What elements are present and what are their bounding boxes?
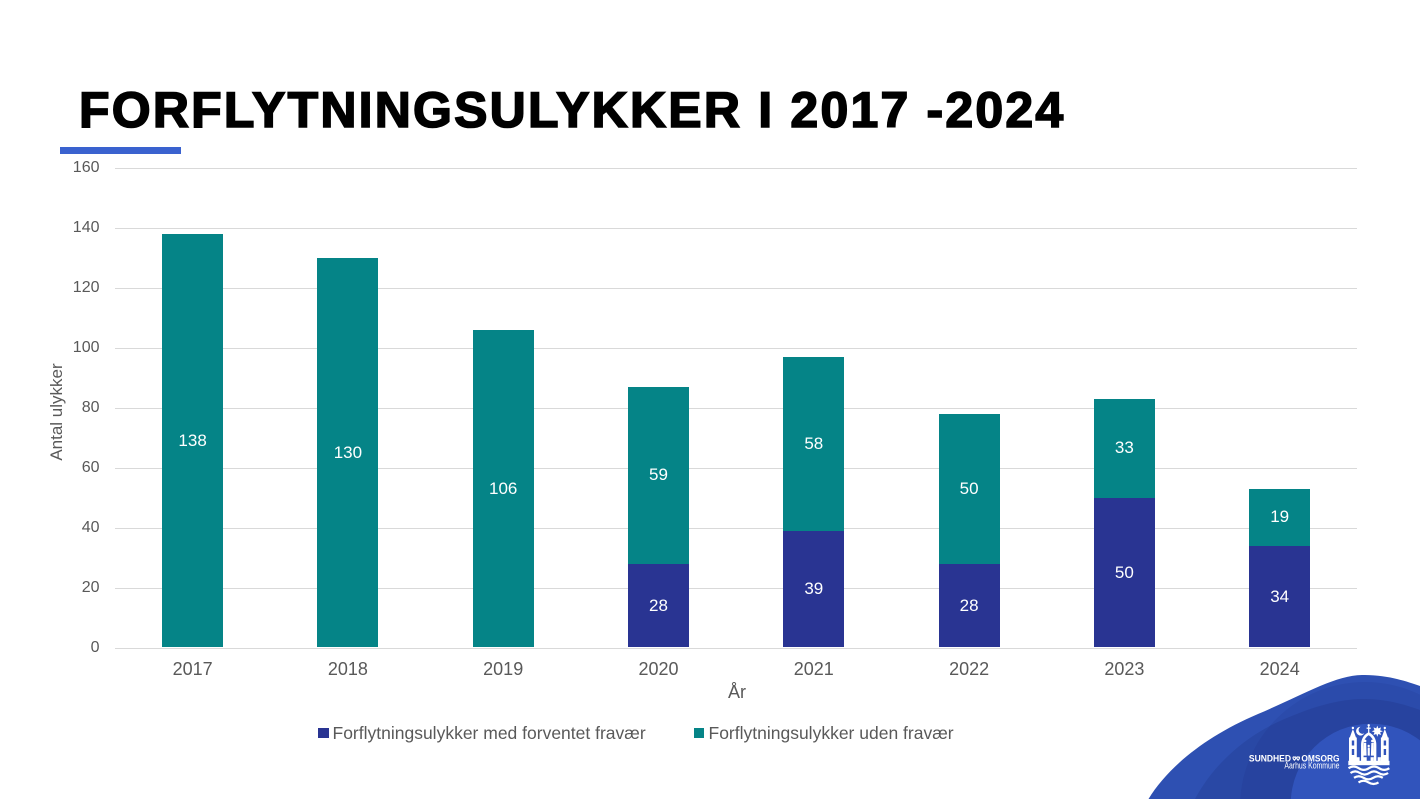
svg-text:SUNDHED: SUNDHED [1249,753,1291,763]
svg-text:Aarhus Kommune: Aarhus Kommune [1284,761,1339,771]
svg-text:OMSORG: OMSORG [1301,753,1339,763]
